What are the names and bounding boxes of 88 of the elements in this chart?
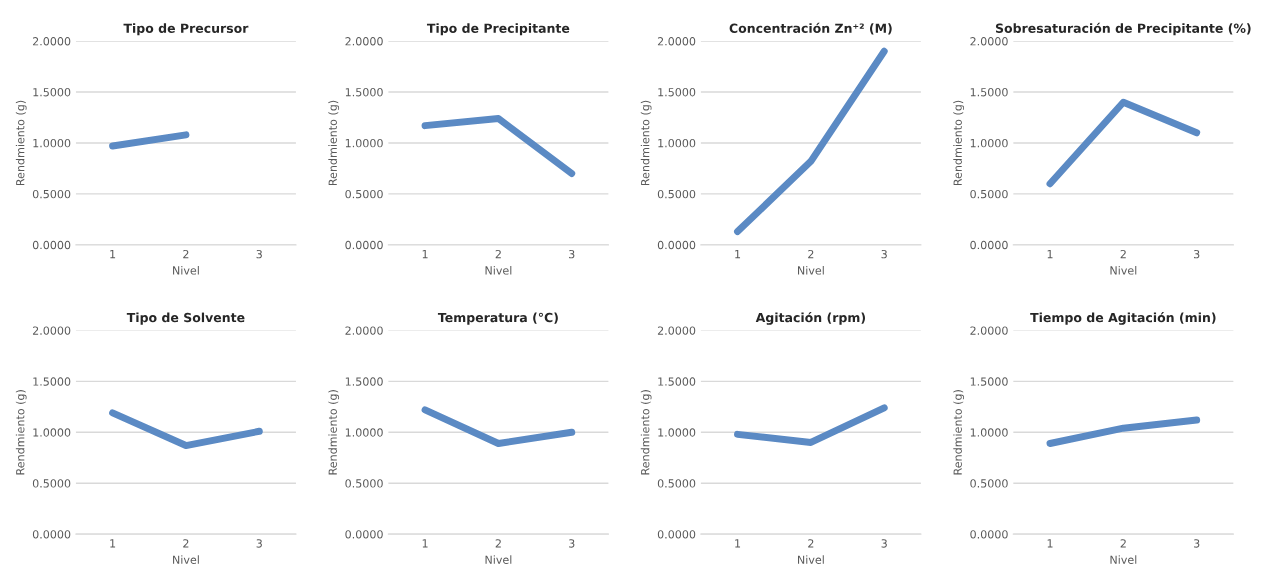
y-tick-label: 2.0000 — [32, 326, 71, 335]
x-tick-label: 2 — [183, 539, 189, 548]
y-tick-label: 0.0000 — [657, 240, 696, 250]
y-tick-label: 2.0000 — [657, 37, 696, 46]
y-tick-label: 2.0000 — [970, 326, 1008, 335]
y-tick-label: 1.5000 — [658, 377, 696, 386]
x-axis-title: Nivel — [798, 266, 824, 275]
x-tick-label: 1 — [1047, 250, 1053, 259]
y-tick-label: 2.0000 — [345, 326, 383, 335]
y-tick-label: 0.0000 — [32, 240, 71, 250]
y-tick-label: 1.0000 — [658, 138, 696, 148]
x-tick-label: 2 — [183, 249, 189, 259]
y-axis-title: Rendmiento (g) — [953, 390, 965, 475]
y-tick-label: 1.5000 — [658, 88, 696, 97]
x-tick-label: 2 — [495, 539, 501, 548]
y-axis-title: Rendmiento (g) — [953, 100, 965, 186]
y-tick-label: 0.0000 — [970, 240, 1008, 250]
y-tick-label: 0.0000 — [657, 530, 696, 539]
y-axis-title: Rendmiento (g) — [15, 100, 27, 186]
chart-title: Tipo de Solvente — [126, 312, 245, 325]
x-tick-label: 1 — [110, 539, 116, 548]
y-tick-label: 1.0000 — [970, 428, 1008, 437]
x-tick-label: 2 — [495, 249, 501, 259]
x-tick-label: 3 — [569, 539, 575, 548]
x-axis-title: Nivel — [485, 555, 512, 564]
x-tick-label: 2 — [808, 249, 814, 259]
x-tick-label: 1 — [1047, 539, 1053, 548]
x-tick-label: 1 — [422, 539, 428, 548]
x-tick-label: 3 — [569, 249, 575, 259]
y-tick-label: 1.0000 — [33, 138, 71, 148]
y-tick-label: 0.5000 — [345, 479, 383, 488]
y-tick-label: 0.5000 — [657, 189, 696, 199]
x-tick-label: 1 — [110, 250, 116, 259]
x-tick-label: 3 — [256, 249, 262, 259]
y-tick-label: 0.0000 — [345, 240, 383, 250]
y-axis-title: Rendmiento (g) — [640, 100, 652, 186]
y-tick-label: 1.5000 — [970, 88, 1008, 97]
x-tick-label: 3 — [881, 249, 887, 259]
chart-title: Agitación (rpm) — [755, 312, 866, 325]
x-tick-label: 1 — [735, 539, 741, 548]
x-tick-label: 3 — [881, 539, 887, 548]
x-tick-label: 1 — [422, 250, 428, 259]
y-axis-title: Rendmiento (g) — [328, 100, 340, 186]
y-tick-label: 0.5000 — [32, 479, 71, 488]
y-tick-label: 1.0000 — [33, 428, 71, 437]
chart-title: Tipo de Precipitante — [426, 23, 570, 36]
y-tick-label: 2.0000 — [345, 37, 383, 46]
y-tick-label: 1.0000 — [970, 138, 1008, 148]
y-tick-label: 1.0000 — [345, 428, 383, 437]
y-tick-label: 1.5000 — [33, 88, 71, 97]
y-tick-label: 1.5000 — [345, 88, 383, 97]
y-axis-title: Rendmiento (g) — [640, 390, 652, 475]
y-axis-title: Rendmiento (g) — [328, 390, 340, 475]
x-tick-label: 2 — [1120, 539, 1126, 548]
x-axis-title: Nivel — [798, 555, 824, 564]
y-tick-label: 0.5000 — [345, 189, 383, 199]
y-tick-label: 1.0000 — [658, 428, 696, 437]
x-axis-title: Nivel — [173, 555, 199, 564]
y-tick-label: 0.0000 — [32, 530, 71, 539]
x-axis-title: Nivel — [173, 266, 199, 275]
y-tick-label: 2.0000 — [32, 37, 71, 46]
y-tick-label: 0.5000 — [657, 479, 696, 488]
chart-title: Sobresaturación de Precipitante (%) — [995, 22, 1251, 36]
x-tick-label: 3 — [256, 539, 262, 548]
y-axis-title: Rendmiento (g) — [15, 390, 27, 475]
x-axis-title: Nivel — [1110, 266, 1137, 275]
y-tick-label: 1.5000 — [970, 377, 1008, 386]
y-tick-label: 0.5000 — [970, 479, 1008, 488]
y-tick-label: 0.0000 — [345, 530, 383, 539]
x-axis-title: Nivel — [1110, 555, 1137, 564]
x-tick-label: 1 — [735, 250, 741, 259]
y-tick-label: 0.5000 — [970, 189, 1008, 199]
y-tick-label: 1.5000 — [33, 377, 71, 386]
chart-title: Tiempo de Agitación (min) — [1030, 312, 1216, 325]
chart-title: Concentración Zn⁺² (M) — [729, 22, 892, 35]
y-tick-label: 2.0000 — [657, 326, 696, 335]
y-tick-label: 0.5000 — [32, 189, 71, 199]
x-tick-label: 2 — [1120, 249, 1126, 259]
y-tick-label: 1.0000 — [345, 138, 383, 148]
x-tick-label: 3 — [1194, 539, 1200, 548]
chart-title: Temperatura (°C) — [437, 312, 558, 325]
y-tick-label: 1.5000 — [345, 377, 383, 386]
x-tick-label: 2 — [808, 539, 814, 548]
x-axis-title: Nivel — [485, 266, 512, 275]
y-tick-label: 0.0000 — [970, 530, 1008, 539]
x-tick-label: 3 — [1194, 249, 1200, 259]
chart-title: Tipo de Precursor — [123, 23, 249, 36]
y-tick-label: 2.0000 — [970, 37, 1008, 46]
